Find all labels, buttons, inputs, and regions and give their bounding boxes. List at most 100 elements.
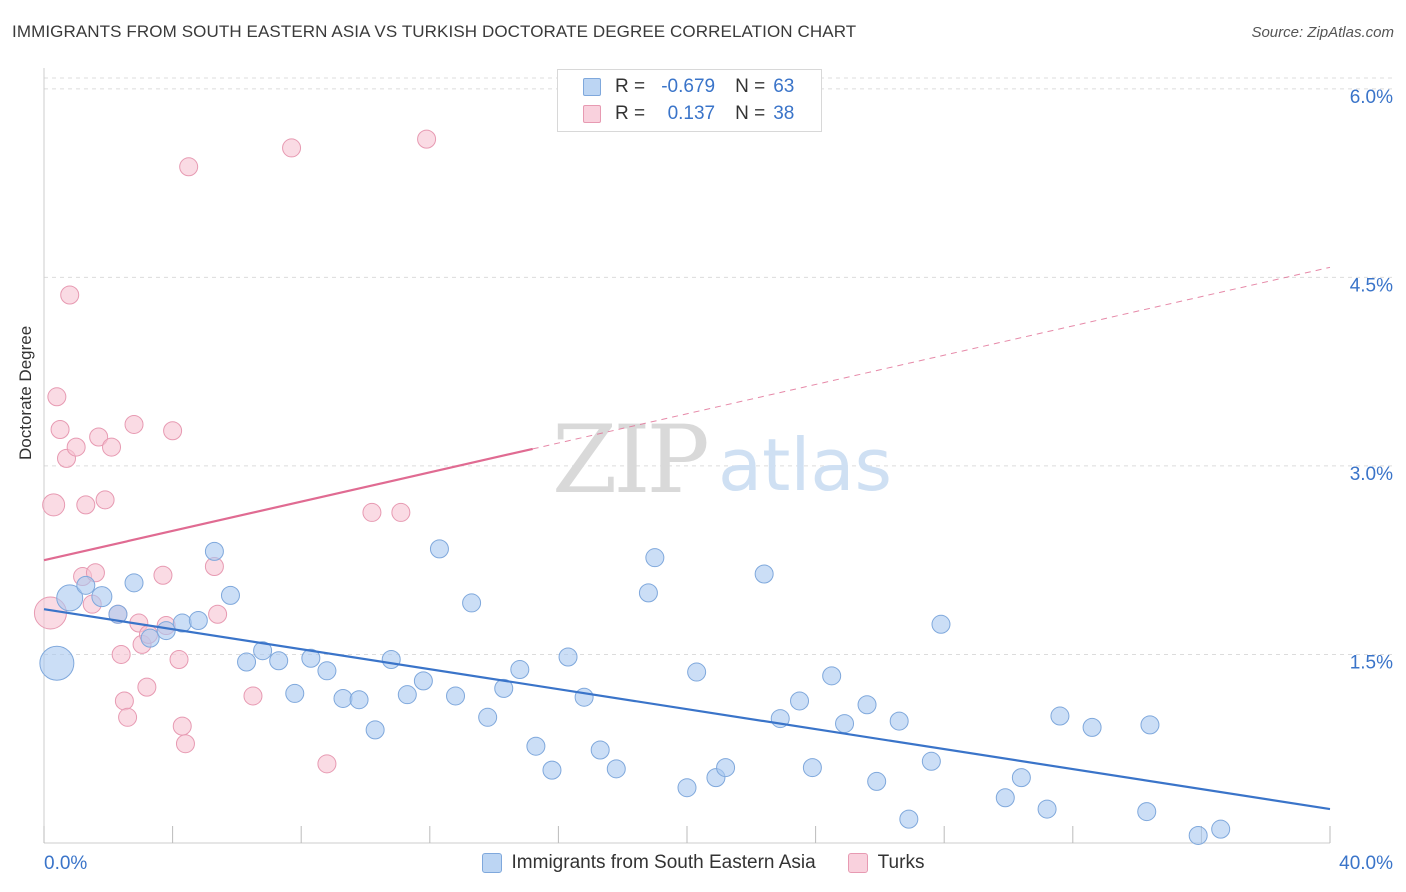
pink-point — [102, 437, 122, 457]
blue-point — [899, 809, 919, 829]
y-axis-label: Doctorate Degree — [16, 325, 35, 460]
blue-point — [429, 539, 449, 559]
pink-point — [89, 427, 109, 447]
blue-point — [269, 651, 289, 671]
pink-point — [95, 490, 115, 510]
n-value: 63 — [773, 76, 795, 97]
correlation-legend: R = -0.679 N = 63 R = 0.137 N = 38 — [557, 69, 822, 132]
blue-point — [124, 573, 144, 593]
blue-point — [1188, 825, 1208, 845]
pink-point — [50, 419, 70, 439]
blue-point — [802, 758, 822, 778]
blue-point — [638, 583, 658, 603]
blue-point — [645, 548, 665, 568]
blue-point — [494, 678, 514, 698]
pink-point — [362, 502, 382, 522]
blue-point — [590, 740, 610, 760]
pink-point — [137, 677, 157, 697]
legend-row-pink: R = 0.137 N = 38 — [583, 102, 794, 126]
blue-point — [677, 778, 697, 798]
blue-point — [253, 641, 273, 661]
blue-point — [156, 621, 176, 641]
blue-point — [1137, 802, 1157, 822]
blue-point — [822, 666, 842, 686]
n-value: 38 — [773, 103, 795, 124]
watermark-atlas: atlas — [718, 423, 892, 507]
pink-point — [282, 138, 302, 158]
pink-point — [169, 649, 189, 669]
blue-point — [301, 648, 321, 668]
blue-point — [446, 686, 466, 706]
blue-point — [462, 593, 482, 613]
pink-point — [60, 285, 80, 305]
blue-point — [921, 751, 941, 771]
blue-point — [790, 691, 810, 711]
pink-point — [114, 691, 134, 711]
blue-point — [1011, 768, 1031, 788]
pink-trend-line-dashed — [532, 266, 1331, 450]
blue-point — [39, 645, 75, 681]
blue-point — [526, 736, 546, 756]
blue-point — [317, 661, 337, 681]
blue-point — [835, 714, 855, 734]
r-value: 0.137 — [667, 103, 716, 124]
pink-point — [417, 129, 437, 149]
y-tick-label: 6.0% — [1350, 87, 1393, 108]
legend-item-immigrants: Immigrants from South Eastern Asia — [481, 852, 816, 874]
blue-point — [204, 541, 224, 561]
series-legend: Immigrants from South Eastern Asia Turks — [0, 852, 1406, 874]
chart-title: IMMIGRANTS FROM SOUTH EASTERN ASIA VS TU… — [12, 22, 857, 41]
pink-point — [208, 604, 228, 624]
blue-point — [510, 660, 530, 680]
pink-point — [118, 707, 138, 727]
y-tick-label: 4.5% — [1350, 275, 1393, 296]
pink-point — [179, 157, 199, 177]
n-label: N = — [735, 76, 766, 97]
blue-point — [574, 687, 594, 707]
pink-point — [111, 644, 131, 664]
blue-point — [237, 652, 257, 672]
n-label: N = — [735, 103, 766, 124]
legend-swatch-blue — [481, 853, 502, 873]
blue-point — [1037, 799, 1057, 819]
blue-point — [140, 628, 160, 648]
pink-point — [243, 686, 263, 706]
blue-point — [1211, 819, 1231, 839]
blue-point — [1082, 717, 1102, 737]
legend-swatch-pink — [847, 853, 868, 873]
pink-point — [85, 563, 105, 583]
pink-point — [317, 754, 337, 774]
pink-point — [163, 421, 183, 441]
x-tick-label: 0.0% — [44, 853, 87, 874]
legend-item-turks: Turks — [847, 852, 924, 874]
pink-point — [42, 493, 66, 517]
blue-point — [76, 575, 96, 595]
pink-trend-line — [43, 447, 533, 562]
pink-point — [391, 502, 411, 522]
watermark-zip: ZIP — [552, 406, 706, 515]
blue-point — [931, 614, 951, 634]
blue-point — [542, 760, 562, 780]
blue-point — [1140, 715, 1160, 735]
legend-swatch-blue — [583, 78, 601, 96]
blue-point — [1050, 706, 1070, 726]
blue-point — [285, 683, 305, 703]
legend-row-blue: R = -0.679 N = 63 — [583, 75, 794, 99]
r-label: R = — [615, 76, 646, 97]
x-tick-label: 40.0% — [1339, 853, 1393, 874]
blue-point — [857, 695, 877, 715]
y-tick-label: 3.0% — [1350, 464, 1393, 485]
blue-point — [220, 585, 240, 605]
blue-point — [381, 649, 401, 669]
blue-point — [188, 611, 208, 631]
blue-point — [349, 690, 369, 710]
blue-point — [108, 604, 128, 624]
blue-point — [558, 647, 578, 667]
r-label: R = — [615, 103, 646, 124]
r-value: -0.679 — [661, 76, 716, 97]
y-tick-label: 1.5% — [1350, 652, 1393, 673]
blue-point — [716, 758, 736, 778]
blue-point — [478, 707, 498, 727]
source-credit: Source: ZipAtlas.com — [1251, 24, 1394, 41]
